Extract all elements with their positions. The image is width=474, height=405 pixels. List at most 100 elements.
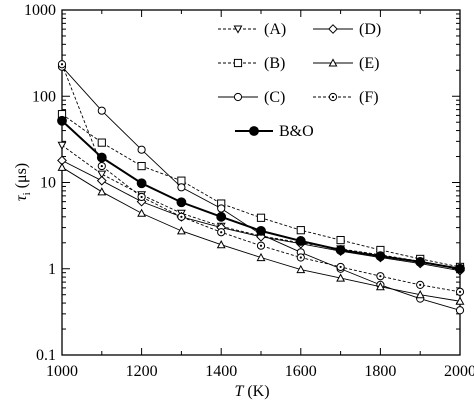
legend-item: (A) [218,21,286,38]
series-line [61,144,461,270]
data-point [455,287,465,296]
y-tick-label: 1000 [24,2,56,19]
data-point [137,161,146,171]
legend-label: B&O [279,123,314,140]
data-point [177,183,186,192]
x-tick-label: 1000 [46,363,78,380]
x-tick-label: 1800 [364,363,396,380]
marker-center-dot [60,63,64,66]
data-point [96,175,107,186]
marker-center-dot [180,215,183,218]
legend-swatch-marker [328,58,338,67]
series-line [61,64,461,293]
data-point [296,264,306,274]
marker-center-dot [419,283,422,286]
data-point [455,296,465,305]
data-point [96,152,107,163]
data-point [136,178,147,189]
marker-center-dot [259,244,263,247]
legend-item: (C) [218,89,285,106]
legend-item: (B) [218,55,285,72]
marker-center-dot [100,164,103,168]
x-tick-label: 1400 [205,363,237,380]
legend-item: B&O [235,123,314,140]
legend-label: (A) [264,21,286,38]
data-point [375,282,385,291]
legend-label: (D) [359,21,381,38]
x-tick-label: 1200 [126,363,158,380]
y-axis-label-symbol: τ [13,194,30,201]
data-point [57,60,67,69]
data-point [137,145,146,154]
data-point [296,226,305,235]
series-line [61,66,461,311]
data-point [415,290,425,299]
marker-center-dot [140,195,143,199]
data-point [97,138,106,147]
series-1 [57,141,465,274]
series-5 [57,162,465,305]
data-point [217,204,226,213]
legend-swatch-marker [249,126,259,136]
x-tick-label: 2000 [444,363,474,380]
data-point [137,192,146,202]
legend-item: (E) [313,55,379,72]
y-tick-label: 0.1 [36,347,56,364]
marker-center-dot [220,231,223,234]
data-point [256,213,266,222]
marker-center-dot [339,265,342,269]
data-point [295,236,306,246]
y-tick-label: 10 [40,175,56,192]
marker-center-dot [331,95,335,99]
legend-label: (B) [264,55,285,72]
data-point [335,245,346,255]
legend-swatch-marker [233,58,243,68]
marker-center-dot [379,275,382,278]
y-axis-label-subscript: i [21,192,33,195]
data-point [217,228,226,237]
marker-center-dot [458,290,462,293]
x-axis-label-unit: (K) [243,383,269,400]
legend-swatch-marker [328,24,338,34]
series-group [57,60,465,315]
data-point [177,212,186,221]
data-point [216,240,226,249]
data-point [97,161,106,171]
legend-swatch-marker [233,25,243,34]
data-point [376,272,385,281]
data-point [296,253,305,262]
data-point [97,170,107,179]
y-axis-label: τi (μs) [13,163,33,201]
data-point [416,280,425,289]
x-axis-label: T (K) [234,383,269,400]
legend-label: (C) [264,89,285,106]
y-tick-label: 1 [48,261,56,278]
axes [61,9,461,356]
data-point [415,257,426,267]
legend-swatch-marker [233,92,243,102]
data-point [216,211,227,222]
x-tick-label: 1600 [285,363,317,380]
data-point [97,187,107,196]
legend-item: (F) [313,89,379,106]
data-point [176,197,187,208]
data-point [455,306,465,315]
data-point [256,252,266,262]
legend-swatch-marker [328,92,338,102]
x-axis-label-symbol: T [234,383,244,400]
data-point [336,235,345,245]
legend-item: (D) [313,21,381,38]
legend-label: (E) [359,55,379,72]
data-point [57,141,67,150]
series-6 [57,60,465,296]
ticks: 1000 1200 1400 1600 1800 2000 0.1 1 10 100 1000 [24,2,474,380]
marker-center-dot [299,256,302,259]
legend-label: (F) [359,89,379,106]
data-point [375,251,386,262]
y-tick-label: 100 [32,88,56,105]
data-point [176,226,186,235]
data-point [336,273,346,282]
data-point [137,208,147,217]
data-point [57,162,67,171]
